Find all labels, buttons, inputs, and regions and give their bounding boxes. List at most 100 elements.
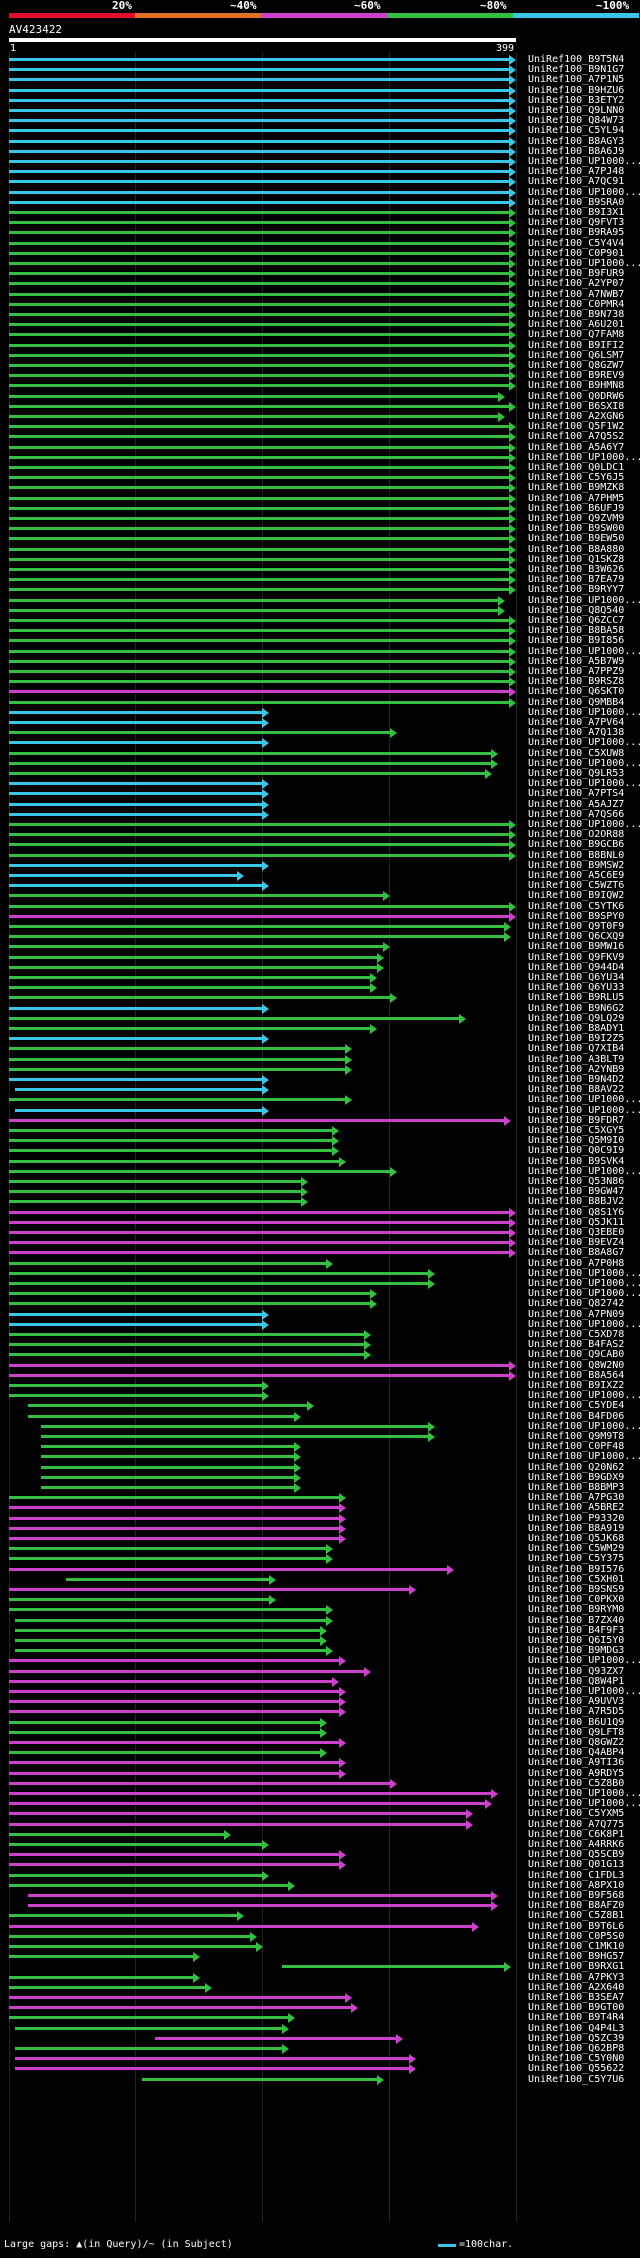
hit-row[interactable]: UniRef100_B9EVZ4 <box>0 1237 640 1249</box>
hit-row[interactable]: UniRef100_A7Q5S2 <box>0 431 640 443</box>
hit-label[interactable]: UniRef100_C1MK10 <box>528 1941 625 1952</box>
hit-row[interactable]: UniRef100_A9RDY5 <box>0 1768 640 1779</box>
hit-row[interactable]: UniRef100_UP1000... <box>0 258 640 269</box>
hit-label[interactable]: UniRef100_B9I576 <box>528 1563 625 1575</box>
hit-label[interactable]: UniRef100_Q7FAM8 <box>528 329 625 341</box>
hit-label[interactable]: UniRef100_C5XH01 <box>528 1573 625 1585</box>
hit-row[interactable]: UniRef100_Q9FKV9 <box>0 952 640 963</box>
hit-label[interactable]: UniRef100_B8A564 <box>528 1369 625 1381</box>
hit-row[interactable]: UniRef100_A7PN09 <box>0 1309 640 1320</box>
hit-label[interactable]: UniRef100_B8BJV2 <box>528 1196 625 1208</box>
hit-row[interactable]: UniRef100_B3W626 <box>0 564 640 575</box>
hit-row[interactable]: UniRef100_B8AGY3 <box>0 136 640 147</box>
hit-label[interactable]: UniRef100_Q5M9I0 <box>528 1135 625 1147</box>
hit-label[interactable]: UniRef100_UP1000... <box>528 1655 640 1667</box>
hit-row[interactable]: UniRef100_A7PV64 <box>0 717 640 728</box>
hit-label[interactable]: UniRef100_A7Q138 <box>528 727 625 739</box>
hit-label[interactable]: UniRef100_Q55622 <box>528 2063 625 2075</box>
hit-row[interactable]: UniRef100_A2XGN6 <box>0 411 640 422</box>
hit-row[interactable]: UniRef100_Q9LQ29 <box>0 1013 640 1024</box>
hit-label[interactable]: UniRef100_B9GT00 <box>528 2002 625 2014</box>
hit-label[interactable]: UniRef100_B9REV9 <box>528 370 625 382</box>
hit-label[interactable]: UniRef100_Q20N62 <box>528 1461 625 1473</box>
hit-label[interactable]: UniRef100_B9RA95 <box>528 227 625 239</box>
hit-row[interactable]: UniRef100_B8BJV2 <box>0 1196 640 1208</box>
hit-row[interactable]: UniRef100_B9IXZ2 <box>0 1380 640 1391</box>
hit-row[interactable]: UniRef100_B9MZK8 <box>0 482 640 494</box>
hit-row[interactable]: UniRef100_A9TI36 <box>0 1757 640 1769</box>
hit-label[interactable]: UniRef100_B9IXZ2 <box>528 1380 625 1391</box>
hit-label[interactable]: UniRef100_B8ADY1 <box>528 1023 625 1034</box>
hit-label[interactable]: UniRef100_B8BNL0 <box>528 849 625 861</box>
hit-row[interactable]: UniRef100_B8BNL0 <box>0 849 640 861</box>
hit-row[interactable]: UniRef100_C0P5S0 <box>0 1931 640 1942</box>
hit-label[interactable]: UniRef100_B9MW16 <box>528 941 625 953</box>
hit-label[interactable]: UniRef100_C5YTK6 <box>528 900 625 912</box>
hit-label[interactable]: UniRef100_Q9LR53 <box>528 768 625 779</box>
hit-label[interactable]: UniRef100_UP1000... <box>528 1288 640 1300</box>
hit-row[interactable]: UniRef100_A5B7W9 <box>0 656 640 667</box>
hit-row[interactable]: UniRef100_A7QS66 <box>0 809 640 820</box>
hit-label[interactable]: UniRef100_B9T6L6 <box>528 1920 625 1932</box>
hit-row[interactable]: UniRef100_A2X640 <box>0 1982 640 1993</box>
hit-row[interactable]: UniRef100_B9I2Z5 <box>0 1033 640 1045</box>
hit-label[interactable]: UniRef100_UP1000... <box>528 706 640 718</box>
hit-row[interactable]: UniRef100_B9I576 <box>0 1563 640 1575</box>
hit-row[interactable]: UniRef100_B6U1Q9 <box>0 1717 640 1728</box>
hit-label[interactable]: UniRef100_Q5ZC39 <box>528 2032 625 2044</box>
hit-row[interactable]: UniRef100_UP1000... <box>0 737 640 749</box>
hit-label[interactable]: UniRef100_A3BLT9 <box>528 1053 625 1065</box>
hit-label[interactable]: UniRef100_B9GDX9 <box>528 1471 625 1483</box>
hit-row[interactable]: UniRef100_B9RLU5 <box>0 992 640 1004</box>
hit-label[interactable]: UniRef100_A2YNB9 <box>528 1063 625 1075</box>
hit-row[interactable]: UniRef100_C5Z8B1 <box>0 1910 640 1922</box>
hit-label[interactable]: UniRef100_B9MSW2 <box>528 859 625 871</box>
hit-label[interactable]: UniRef100_A7PJ48 <box>528 166 625 178</box>
hit-label[interactable]: UniRef100_B7ZX40 <box>528 1614 625 1626</box>
hit-row[interactable]: UniRef100_B8AV22 <box>0 1084 640 1096</box>
hit-row[interactable]: UniRef100_A7P1N5 <box>0 74 640 86</box>
hit-label[interactable]: UniRef100_Q9LFT8 <box>528 1726 625 1738</box>
hit-row[interactable]: UniRef100_B9GT00 <box>0 2002 640 2014</box>
hit-row[interactable]: UniRef100_C5YTK6 <box>0 900 640 912</box>
hit-label[interactable]: UniRef100_A7R5D5 <box>528 1706 625 1718</box>
hit-label[interactable]: UniRef100_C5Y4V4 <box>528 237 625 249</box>
hit-label[interactable]: UniRef100_UP1000... <box>528 1267 640 1279</box>
hit-row[interactable]: UniRef100_Q9T0F9 <box>0 921 640 932</box>
hit-label[interactable]: UniRef100_B8BA58 <box>528 625 625 637</box>
hit-row[interactable]: UniRef100_C5Y4V4 <box>0 237 640 249</box>
hit-label[interactable]: UniRef100_B9GCB6 <box>528 839 625 851</box>
hit-row[interactable]: UniRef100_C5WM29 <box>0 1543 640 1555</box>
hit-row[interactable]: UniRef100_B9SW00 <box>0 523 640 535</box>
hit-label[interactable]: UniRef100_C0PF48 <box>528 1441 625 1453</box>
hit-label[interactable]: UniRef100_Q3EBE0 <box>528 1227 625 1238</box>
hit-label[interactable]: UniRef100_B9I2Z5 <box>528 1033 625 1045</box>
hit-label[interactable]: UniRef100_A2XGN6 <box>528 411 625 422</box>
hit-row[interactable]: UniRef100_B9I3X1 <box>0 207 640 218</box>
hit-row[interactable]: UniRef100_Q01G13 <box>0 1859 640 1871</box>
hit-row[interactable]: UniRef100_UP1000... <box>0 778 640 790</box>
hit-row[interactable]: UniRef100_Q53N86 <box>0 1176 640 1187</box>
hit-label[interactable]: UniRef100_Q9LNN0 <box>528 105 625 116</box>
hit-label[interactable]: UniRef100_B9MDG3 <box>528 1645 625 1657</box>
hit-row[interactable]: UniRef100_A7PJ48 <box>0 166 640 178</box>
hit-row[interactable]: UniRef100_C5XD78 <box>0 1329 640 1340</box>
hit-row[interactable]: UniRef100_B9GDX9 <box>0 1471 640 1483</box>
hit-label[interactable]: UniRef100_Q6SKT0 <box>528 686 625 698</box>
hit-row[interactable]: UniRef100_C5YDE4 <box>0 1400 640 1412</box>
hit-label[interactable]: UniRef100_Q7XIB4 <box>528 1043 625 1055</box>
hit-row[interactable]: UniRef100_B8A880 <box>0 544 640 555</box>
hit-label[interactable]: UniRef100_A7QC91 <box>528 176 625 188</box>
hit-label[interactable]: UniRef100_C5Y7U6 <box>528 2073 625 2085</box>
hit-row[interactable]: UniRef100_B9SNS9 <box>0 1584 640 1595</box>
hit-row[interactable]: UniRef100_UP1000... <box>0 1094 640 1106</box>
hit-row[interactable]: UniRef100_C0PMR4 <box>0 299 640 310</box>
hit-row[interactable]: UniRef100_B9N738 <box>0 309 640 320</box>
hit-label[interactable]: UniRef100_A7PKY3 <box>528 1971 625 1983</box>
hit-row[interactable]: UniRef100_B9N1G7 <box>0 64 640 76</box>
hit-label[interactable]: UniRef100_B9HZU6 <box>528 84 625 96</box>
hit-label[interactable]: UniRef100_B9HMN8 <box>528 380 625 392</box>
hit-row[interactable]: UniRef100_B9REV9 <box>0 370 640 382</box>
hit-label[interactable]: UniRef100_B8AFZ0 <box>528 1900 625 1912</box>
hit-label[interactable]: UniRef100_UP1000... <box>528 645 640 657</box>
